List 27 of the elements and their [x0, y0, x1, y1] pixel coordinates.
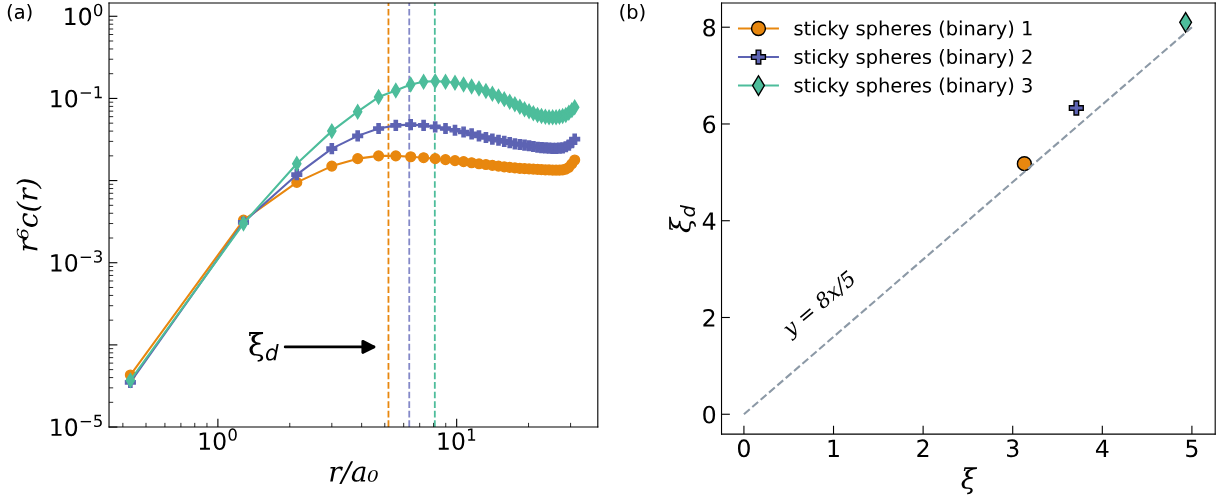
y-tick-label: 8 — [703, 18, 716, 37]
x-tick-label: 2 — [917, 439, 929, 457]
y-tick-label: 4 — [702, 212, 716, 230]
y-tick-label: 6 — [703, 115, 716, 134]
x-tick-label: 4 — [1095, 439, 1109, 457]
y-tick-label: 0 — [703, 405, 716, 424]
y-tick-label: 10$^{−5}$ — [51, 414, 102, 437]
x-tick-label: 5 — [1186, 439, 1198, 458]
x-axis-title: r/a₀ — [330, 461, 378, 484]
y-tick-label: 10$^{−1}$ — [51, 86, 102, 108]
annotation: ξ$_{d}$ — [249, 332, 279, 362]
chart-title: (a) — [7, 4, 32, 22]
x-tick-label: 10$^{1}$ — [438, 428, 476, 451]
y-axis-title: ξ$_{d}$ — [669, 205, 697, 233]
chart-title: (b) — [620, 4, 645, 22]
legend-label: sticky spheres (binary) 1 — [794, 20, 1032, 40]
x-tick-label: 3 — [1007, 439, 1019, 458]
x-axis-title: ξ — [961, 467, 978, 495]
y-tick-label: 10$^{−3}$ — [51, 250, 102, 272]
y-tick-label: 10$^{0}$ — [65, 3, 103, 26]
y-tick-label: 2 — [703, 308, 715, 327]
y-axis-title: r⁶c(r) — [16, 179, 42, 251]
x-tick-label: 0 — [737, 439, 750, 458]
legend-label: sticky spheres (binary) 3 — [794, 77, 1032, 97]
legend-label: sticky spheres (binary) 2 — [794, 49, 1032, 68]
x-tick-label: 1 — [828, 439, 839, 457]
x-tick-label: 10$^{0}$ — [199, 428, 237, 450]
